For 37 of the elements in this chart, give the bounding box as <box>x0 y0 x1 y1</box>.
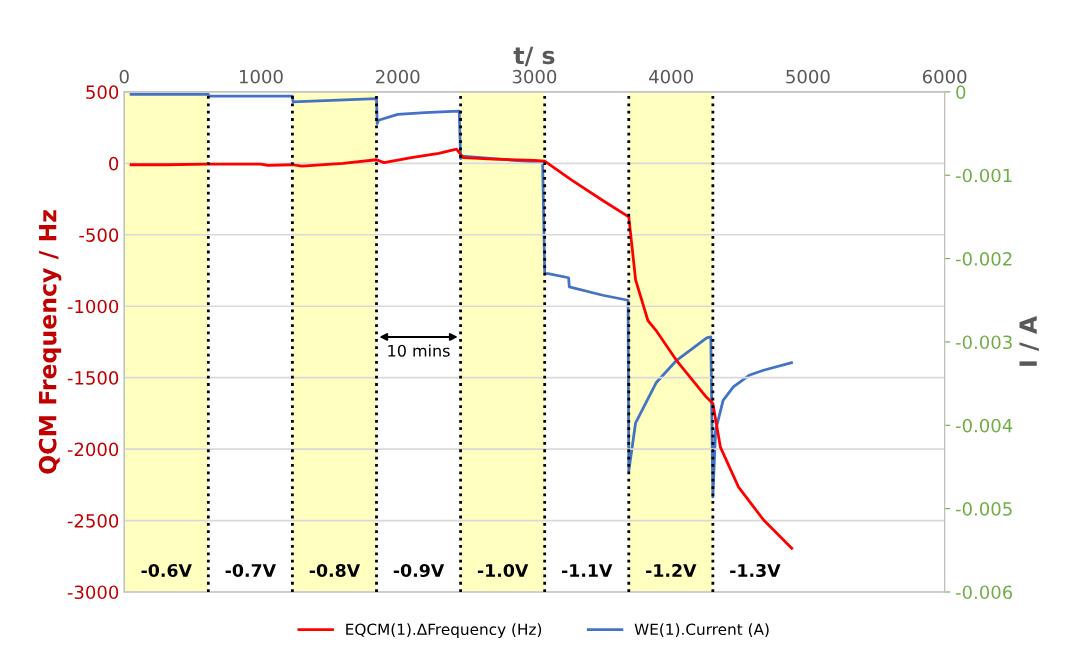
y2-tick-label: 0 <box>956 85 966 99</box>
y-tick-label: 500 <box>86 85 119 99</box>
band-label: -0.9V <box>393 563 445 578</box>
y-tick-label: 0 <box>109 156 119 171</box>
x-axis-title: t/ s <box>513 46 555 67</box>
x-tick-label: 2000 <box>376 69 420 84</box>
x-tick-label: 1000 <box>239 69 283 84</box>
y2-tick-label: -0.002 <box>955 252 1012 266</box>
x-tick-label: 4000 <box>649 69 693 84</box>
y2-axis-title: I / A <box>1019 315 1039 366</box>
legend-label: WE(1).Current (A) <box>634 623 769 637</box>
annotation: 10 mins <box>388 344 450 357</box>
band-label: -1.2V <box>646 563 697 577</box>
band-label: -1.1V <box>561 564 613 577</box>
y-tick-label: -2500 <box>67 514 119 528</box>
x-tick-label: 0 <box>119 69 129 84</box>
line-series <box>129 147 794 550</box>
band-label: -0.6V <box>141 563 192 578</box>
band-label: -1.3V <box>730 563 781 578</box>
y2-tick-label: -0.005 <box>955 502 1012 516</box>
y2-tick-label: -0.001 <box>955 168 1012 183</box>
y2-tick-label: -0.003 <box>955 335 1012 350</box>
band-label: -0.8V <box>309 563 361 578</box>
y-tick-label: -2000 <box>67 442 119 457</box>
y2-tick-label: -0.006 <box>955 585 1013 600</box>
y-axis-title: QCM Frequency / Hz <box>38 210 62 474</box>
band-label: -0.7V <box>225 563 276 578</box>
y-tick-label: -500 <box>79 228 119 242</box>
band-label: -1.0V <box>477 563 529 578</box>
x-tick-label: 6000 <box>922 69 967 84</box>
x-tick-label: 5000 <box>786 69 830 84</box>
x-tick-label: 3000 <box>512 69 557 84</box>
y-tick-label: -1000 <box>67 299 119 314</box>
y-tick-label: -3000 <box>67 585 119 600</box>
legend-label: EQCM(1).ΔFrequency (Hz) <box>346 623 542 639</box>
y-tick-label: -1500 <box>67 371 119 385</box>
y2-tick-label: -0.004 <box>955 418 1013 433</box>
